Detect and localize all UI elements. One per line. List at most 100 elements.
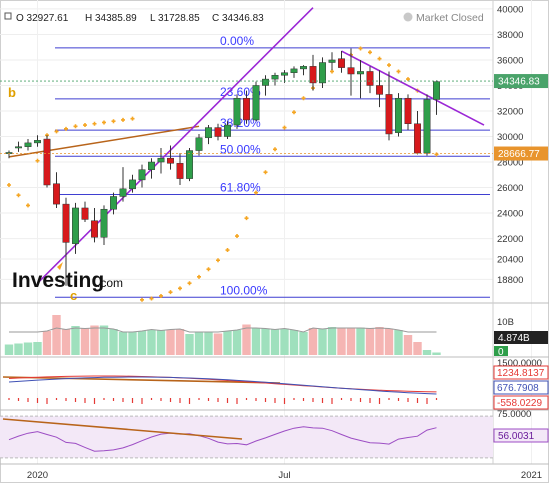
volume-bar	[223, 331, 232, 355]
sar-point	[273, 147, 277, 152]
candle-body	[423, 99, 431, 154]
candle-body	[34, 140, 41, 144]
price-tick-label: 28000	[497, 158, 523, 169]
sar-point	[73, 124, 78, 129]
macd-value-label: 1234.8137	[497, 368, 545, 379]
candle-body	[319, 62, 326, 84]
macd-histogram-bar	[207, 398, 210, 401]
candle-body	[214, 127, 222, 137]
sar-point	[64, 126, 68, 131]
volume-zero-box	[494, 346, 508, 356]
sar-point	[149, 296, 154, 301]
candle-body	[252, 85, 260, 121]
trend-lines[interactable]	[8, 7, 485, 284]
volume-panel[interactable]: 10B 4.874B 0	[4, 315, 548, 358]
macd-histogram-bar	[283, 398, 286, 404]
macd-histogram-bar	[169, 398, 172, 402]
rsi-line	[8, 426, 437, 452]
sar-point	[368, 50, 372, 55]
macd-histogram-bar	[27, 398, 29, 402]
fib-level-label: 50.00%	[220, 142, 261, 156]
candle-body	[300, 66, 307, 70]
sar-point	[187, 281, 192, 286]
volume-axis-label: 10B	[497, 317, 514, 328]
candle-body	[15, 146, 22, 149]
macd-histogram-bar	[340, 398, 343, 400]
macd-histogram-bar	[36, 398, 39, 403]
macd-histogram-bar	[255, 398, 257, 401]
macd-histogram-bar	[293, 398, 295, 400]
candle-body	[433, 81, 440, 100]
volume-bar	[90, 325, 99, 355]
candle-body	[119, 188, 127, 197]
rsi-last-box	[493, 428, 549, 443]
candle-body	[72, 207, 79, 244]
volume-bar	[327, 327, 337, 355]
sar-point	[197, 274, 201, 279]
macd-value-box	[493, 380, 549, 395]
sar-point	[16, 193, 21, 198]
candle-body	[62, 203, 70, 243]
macd-histogram-bar	[397, 398, 400, 401]
ohlc-header: O 32927.61 H 34385.89 L 31728.85 C 34346…	[4, 12, 264, 24]
rsi-panel[interactable]: 75.0000 56.0031	[0, 409, 549, 459]
sar-point	[225, 248, 230, 253]
volume-bar	[147, 329, 156, 355]
volume-bar	[185, 334, 194, 355]
sar-point	[121, 117, 125, 122]
macd-histogram-bar	[407, 398, 409, 402]
candle-body	[53, 183, 60, 205]
macd-histogram-bar	[369, 398, 371, 403]
macd-histogram-bar	[226, 398, 229, 403]
rsi-band	[0, 416, 493, 458]
volume-bar	[365, 328, 375, 355]
price-tick-label: 38000	[497, 30, 523, 41]
candle-body	[243, 97, 250, 121]
sar-point	[282, 125, 287, 130]
downtrend-line	[341, 50, 485, 126]
macd-histogram-bar	[150, 398, 153, 400]
logo-suffix: .com	[97, 276, 123, 290]
macd-histogram-bar	[321, 398, 324, 403]
volume-bar	[337, 327, 346, 355]
volume-bar	[375, 327, 384, 355]
volume-bar	[4, 344, 14, 355]
macd-histogram-bar	[122, 398, 124, 402]
macd-histogram-bar	[236, 398, 238, 404]
macd-histogram-bar	[160, 398, 162, 401]
volume-bar	[270, 329, 280, 355]
volume-bar	[204, 332, 213, 355]
price-tick-label: 40000	[497, 4, 523, 15]
volume-bar	[394, 330, 403, 355]
volume-bar	[61, 329, 71, 355]
volume-bar	[432, 352, 441, 355]
sar-point	[159, 293, 163, 298]
macd-divergence-line	[2, 376, 281, 384]
sar-point	[396, 69, 401, 74]
macd-histogram-bar	[93, 398, 96, 404]
volume-bar	[175, 329, 185, 355]
wave-label-b: b	[8, 85, 16, 100]
volume-bar	[23, 342, 33, 355]
candle-body	[281, 72, 288, 76]
rsi-last-label: 56.0031	[498, 431, 535, 442]
macd-histogram-bar	[388, 398, 390, 400]
price-tag-label: 28666.77	[498, 149, 540, 160]
sar-point	[206, 267, 211, 272]
macd-histogram-bar	[217, 398, 219, 402]
candle-body	[271, 75, 279, 80]
volume-last-box	[494, 331, 548, 344]
sar-point	[254, 190, 258, 195]
volume-bar	[403, 335, 413, 355]
volume-bar	[289, 330, 299, 355]
candle-body	[129, 179, 136, 190]
macd-histogram-bar	[84, 398, 86, 403]
volume-bar	[232, 330, 242, 355]
uptrend-line	[36, 7, 314, 284]
sar-point	[301, 96, 306, 101]
investing-logo: Investing .com	[12, 262, 123, 292]
candle-body	[138, 169, 146, 181]
candle-body	[328, 59, 336, 63]
